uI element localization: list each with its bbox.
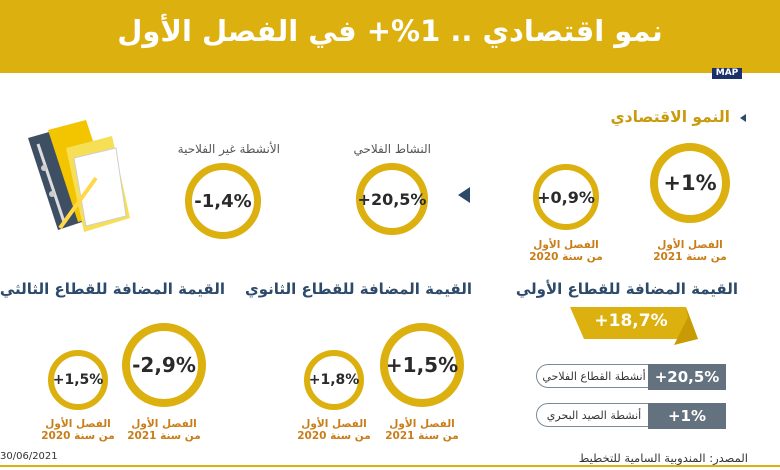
tertiary-q1-2020-label: الفصل الأول من سنة 2020 xyxy=(41,418,115,442)
primary-row-fishing-value: +1% xyxy=(648,403,726,429)
tertiary-q1-2020-circle: +1,5% xyxy=(48,350,108,410)
primary-header: القيمة المضافة للقطاع الأولي xyxy=(515,280,738,298)
tertiary-q1-2021-circle: -2,9% xyxy=(122,323,206,407)
secondary-q1-2021-circle: +1,5% xyxy=(380,323,464,407)
primary-row-agri: أنشطة القطاع الفلاحي +20,5% xyxy=(536,364,726,390)
primary-row-agri-value: +20,5% xyxy=(648,364,726,390)
primary-total-arrow xyxy=(570,307,698,345)
secondary-q1-2020-circle: +1,8% xyxy=(304,350,364,410)
title-banner xyxy=(0,0,780,73)
source-note: المصدر: المندوبية السامية للتخطيط xyxy=(578,451,748,465)
nonagri-label: الأنشطة غير الفلاحية xyxy=(177,142,280,156)
secondary-q1-2021-label: الفصل الأول من سنة 2021 xyxy=(385,418,459,442)
primary-row-fishing-label: أنشطة الصيد البحري xyxy=(536,403,652,427)
tertiary-q1-2020-value: +1,5% xyxy=(52,372,104,388)
nonagri-value: -1,4% xyxy=(194,190,252,212)
agri-circle: +20,5% xyxy=(356,163,428,235)
secondary-q1-2020-value: +1,8% xyxy=(308,372,360,388)
primary-row-fishing: أنشطة الصيد البحري +1% xyxy=(536,403,726,429)
agri-value: +20,5% xyxy=(357,189,427,209)
tertiary-header: القيمة المضافة للقطاع الثالثي xyxy=(0,280,225,298)
agri-label: النشاط الفلاحي xyxy=(353,142,431,156)
nonagri-circle: -1,4% xyxy=(185,163,261,239)
footer-divider xyxy=(0,465,780,467)
gdp-q1-2021-label: الفصل الأول من سنة 2021 xyxy=(653,239,727,263)
arrow-left-icon xyxy=(458,187,470,203)
bullet-icon xyxy=(740,114,746,122)
tertiary-q1-2021-value: -2,9% xyxy=(132,353,196,377)
secondary-q1-2020-label: الفصل الأول من سنة 2020 xyxy=(297,418,371,442)
primary-total-value: +18,7% xyxy=(594,311,668,331)
gdp-q1-2021-value: +1% xyxy=(663,171,717,195)
primary-row-agri-label: أنشطة القطاع الفلاحي xyxy=(536,364,652,388)
folders-illustration xyxy=(28,120,130,232)
secondary-q1-2021-value: +1,5% xyxy=(385,353,459,377)
tertiary-q1-2021-label: الفصل الأول من سنة 2021 xyxy=(127,418,201,442)
secondary-header: القيمة المضافة للقطاع الثانوي xyxy=(244,280,472,298)
gdp-q1-2021-circle: +1% xyxy=(650,143,730,223)
gdp-q1-2020-label: الفصل الأول من سنة 2020 xyxy=(529,239,603,263)
growth-header: النمو الاقتصادي xyxy=(610,108,730,126)
gdp-q1-2020-circle: +0,9% xyxy=(533,164,599,230)
gdp-q1-2020-value: +0,9% xyxy=(537,187,595,207)
publish-date: 30/06/2021 xyxy=(0,451,58,462)
agency-logo: MAP xyxy=(712,68,742,79)
page-title: نمو اقتصادي .. 1%+ في الفصل الأول xyxy=(117,14,663,48)
